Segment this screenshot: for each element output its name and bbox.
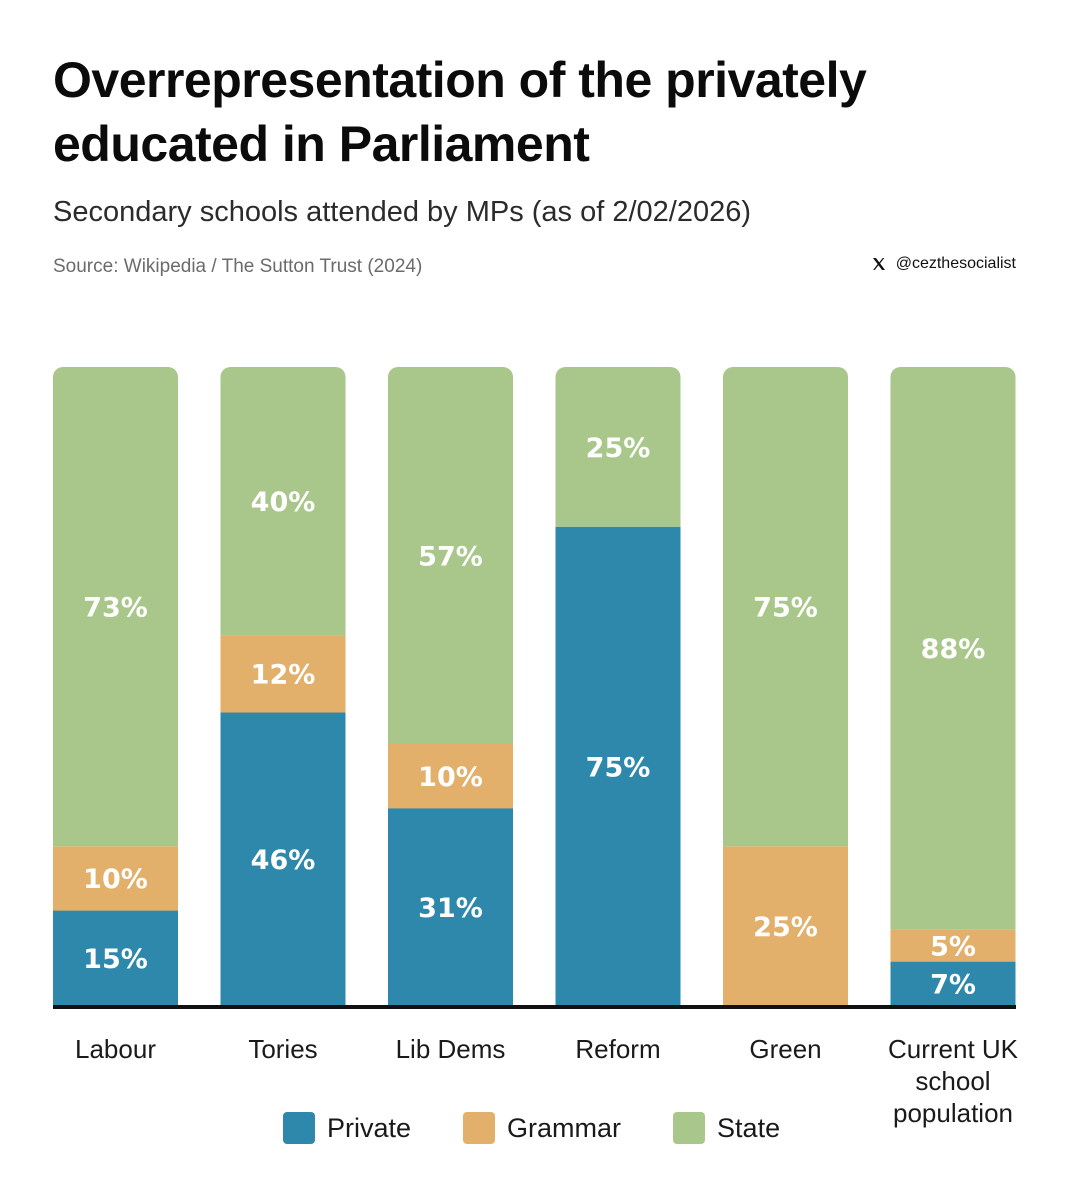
legend-swatch-state xyxy=(673,1112,706,1144)
data-label-current-uk-school-population-state: 88% xyxy=(921,634,986,665)
bar-lib-dems-grammar xyxy=(388,744,513,809)
bar-labour-grammar xyxy=(53,846,178,911)
bar-group-tories xyxy=(220,367,346,1007)
legend-swatch-grammar xyxy=(463,1112,496,1144)
category-label-current-uk-school-population-line-2: school xyxy=(915,1066,990,1096)
data-label-current-uk-school-population-private: 7% xyxy=(930,970,976,1001)
data-label-lib-dems-grammar: 10% xyxy=(418,762,483,793)
bar-green-grammar xyxy=(723,846,848,1007)
category-label-current-uk-school-population-line-3: population xyxy=(893,1098,1013,1128)
bar-tories-private xyxy=(220,712,346,1007)
bar-lib-dems-private xyxy=(388,807,513,1007)
category-label-current-uk-school-population-line-1: Current UK xyxy=(888,1034,1019,1064)
category-label-reform: Reform xyxy=(575,1034,660,1064)
bar-current-uk-school-population-grammar xyxy=(890,929,1016,962)
bar-group-labour xyxy=(53,367,178,1007)
legend-label-state: State xyxy=(717,1112,781,1143)
data-label-tories-grammar: 12% xyxy=(251,660,316,691)
bar-current-uk-school-population-state xyxy=(890,367,1016,930)
chart-title: Overrepresentation of the privately educ… xyxy=(53,52,867,172)
chart-subtitle: Secondary schools attended by MPs (as of… xyxy=(53,196,752,228)
bar-group-green xyxy=(723,367,848,1007)
data-label-current-uk-school-population-grammar: 5% xyxy=(930,931,976,962)
bar-group-current-uk-school-population xyxy=(890,367,1016,1007)
data-label-labour-state: 73% xyxy=(83,593,148,624)
data-label-labour-private: 15% xyxy=(83,944,148,975)
bar-reform-private xyxy=(555,526,681,1007)
x-logo-icon xyxy=(872,258,885,270)
category-label-lib-dems: Lib Dems xyxy=(396,1034,506,1064)
data-label-tories-state: 40% xyxy=(251,487,316,518)
bar-labour-private xyxy=(53,910,178,1007)
legend: Private Grammar State xyxy=(283,1112,780,1144)
legend-item-state: State xyxy=(673,1112,780,1144)
data-label-green-state: 75% xyxy=(753,593,818,624)
author-handle[interactable]: @cezthesocialist xyxy=(871,255,1016,273)
category-label-labour: Labour xyxy=(75,1034,156,1064)
bar-reform-state xyxy=(555,367,681,527)
bar-tories-state xyxy=(220,367,346,636)
bar-labour-state xyxy=(53,367,178,847)
author-handle-text: @cezthesocialist xyxy=(895,255,1016,272)
category-label-green: Green xyxy=(749,1034,821,1064)
bar-tories-grammar xyxy=(220,635,346,713)
data-label-lib-dems-state: 57% xyxy=(418,542,483,573)
bar-current-uk-school-population-private xyxy=(890,961,1016,1007)
data-label-green-grammar: 25% xyxy=(753,912,818,943)
legend-item-private: Private xyxy=(283,1112,411,1144)
source-note: Source: Wikipedia / The Sutton Trust (20… xyxy=(53,256,423,277)
legend-label-private: Private xyxy=(327,1112,412,1143)
data-label-reform-private: 75% xyxy=(586,752,651,783)
category-label-tories: Tories xyxy=(248,1034,317,1064)
bar-group-reform xyxy=(555,367,681,1007)
legend-label-grammar: Grammar xyxy=(507,1112,622,1143)
x-axis-baseline xyxy=(53,1005,1016,1009)
data-label-labour-grammar: 10% xyxy=(83,864,148,895)
legend-item-grammar: Grammar xyxy=(463,1112,621,1144)
bar-green-state xyxy=(723,367,848,847)
data-label-lib-dems-private: 31% xyxy=(418,893,483,924)
data-label-tories-private: 46% xyxy=(251,845,316,876)
legend-swatch-private xyxy=(283,1112,315,1144)
data-label-reform-state: 25% xyxy=(586,433,651,464)
bar-lib-dems-state xyxy=(388,367,513,745)
bar-group-lib-dems xyxy=(388,367,513,1007)
